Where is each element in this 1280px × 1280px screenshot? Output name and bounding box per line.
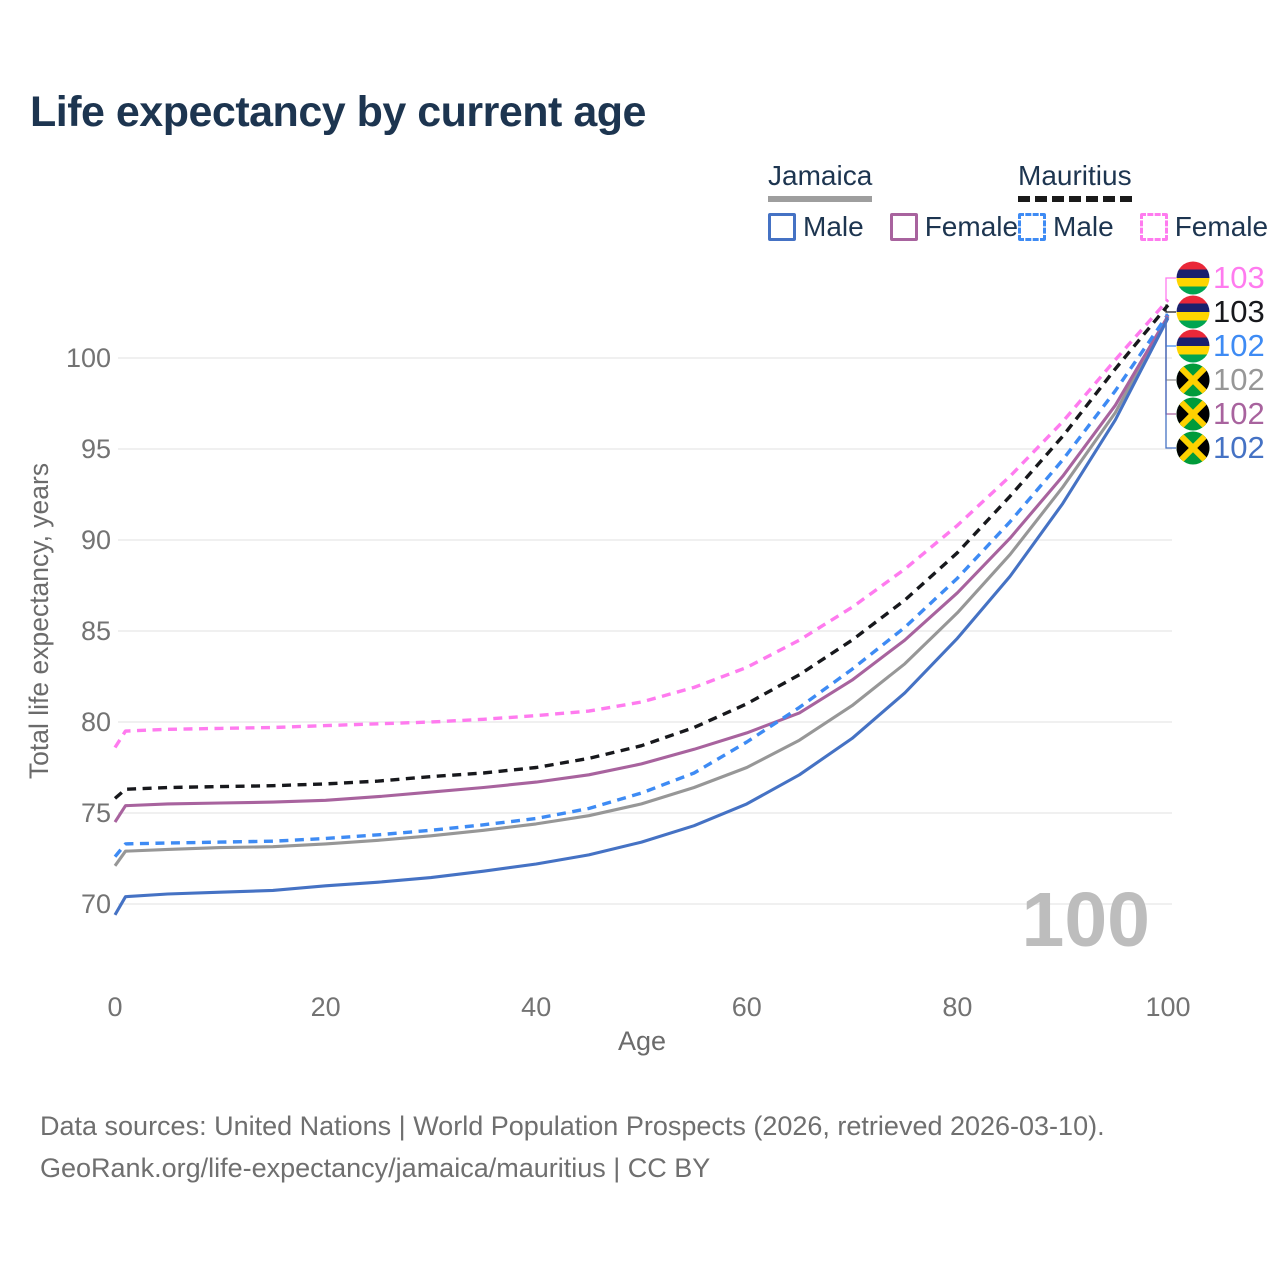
y-axis-tick-label: 90 xyxy=(81,525,111,555)
hovered-age-watermark: 100 xyxy=(1022,877,1150,963)
end-value-label: 102 xyxy=(1213,362,1265,397)
series-line-jamaica-female xyxy=(113,315,1170,823)
y-axis-tick-label: 95 xyxy=(81,434,111,464)
mauritius-flag-icon xyxy=(1176,261,1210,295)
x-axis-tick-label: 0 xyxy=(107,992,122,1022)
x-axis-tick-label: 40 xyxy=(521,992,551,1022)
legend-label-mauritius-male: Male xyxy=(1053,211,1114,242)
jamaica-flag-icon xyxy=(1176,431,1210,465)
jamaica-flag-icon xyxy=(1176,397,1210,431)
jamaica-flag-icon xyxy=(1176,363,1210,397)
chart-footer: Data sources: United Nations | World Pop… xyxy=(40,1105,1105,1189)
legend-label-jamaica-male: Male xyxy=(803,211,864,242)
legend-items-mauritius: Male Female xyxy=(1018,211,1268,243)
legend-label-jamaica-female: Female xyxy=(924,211,1019,242)
mauritius-male-checkbox-icon[interactable] xyxy=(1018,213,1046,241)
mauritius-flag-icon xyxy=(1176,329,1210,363)
footer-data-sources: Data sources: United Nations | World Pop… xyxy=(40,1111,1105,1141)
end-value-label: 102 xyxy=(1213,430,1265,465)
y-axis-tick-label: 70 xyxy=(81,889,111,919)
footer-attribution: GeoRank.org/life-expectancy/jamaica/maur… xyxy=(40,1153,711,1183)
y-axis-title: Total life expectancy, years xyxy=(24,463,54,779)
series-line-mauritius-both xyxy=(113,304,1170,800)
legend-items-jamaica: Male Female xyxy=(768,211,1018,243)
page-title: Life expectancy by current age xyxy=(30,88,646,136)
series-line-mauritius-female xyxy=(113,298,1170,749)
end-label-leader-line xyxy=(1165,315,1176,415)
jamaica-male-checkbox-icon[interactable] xyxy=(768,213,796,241)
y-axis-tick-label: 85 xyxy=(81,616,111,646)
legend-country-mauritius[interactable]: Mauritius xyxy=(1018,160,1132,202)
y-axis-tick-label: 75 xyxy=(81,798,111,828)
y-axis-tick-label: 100 xyxy=(66,343,111,373)
legend-label-mauritius-female: Female xyxy=(1174,211,1269,242)
series-line-jamaica-male xyxy=(113,317,1170,916)
end-value-label: 102 xyxy=(1213,328,1265,363)
x-axis-tick-label: 80 xyxy=(942,992,972,1022)
end-label-leader-line xyxy=(1165,315,1176,381)
end-label-leader-line xyxy=(1165,304,1176,313)
legend-item-jamaica-male[interactable]: Male xyxy=(768,211,864,243)
x-axis-tick-label: 100 xyxy=(1145,992,1190,1022)
x-axis-title: Age xyxy=(618,1026,666,1056)
jamaica-female-checkbox-icon[interactable] xyxy=(889,213,918,241)
mauritius-female-checkbox-icon[interactable] xyxy=(1139,213,1168,241)
series-line-mauritius-male xyxy=(113,313,1170,858)
legend-item-mauritius-female[interactable]: Female xyxy=(1139,211,1269,243)
end-label-leader-line xyxy=(1165,317,1176,449)
series-line-jamaica-both xyxy=(113,315,1170,867)
end-value-label: 103 xyxy=(1213,260,1265,295)
mauritius-flag-icon xyxy=(1176,295,1210,329)
end-value-label: 103 xyxy=(1213,294,1265,329)
x-axis-tick-label: 20 xyxy=(311,992,341,1022)
end-label-leader-line xyxy=(1165,277,1176,301)
end-value-label: 102 xyxy=(1213,396,1265,431)
legend-country-jamaica[interactable]: Jamaica xyxy=(768,160,873,202)
y-axis-tick-label: 80 xyxy=(81,707,111,737)
legend-group-jamaica: Jamaica Male Female xyxy=(768,160,1018,243)
legend-group-mauritius: Mauritius Male Female xyxy=(1018,160,1268,243)
legend-item-mauritius-male[interactable]: Male xyxy=(1018,211,1114,243)
x-axis-tick-label: 60 xyxy=(732,992,762,1022)
legend-item-jamaica-female[interactable]: Female xyxy=(889,211,1019,243)
